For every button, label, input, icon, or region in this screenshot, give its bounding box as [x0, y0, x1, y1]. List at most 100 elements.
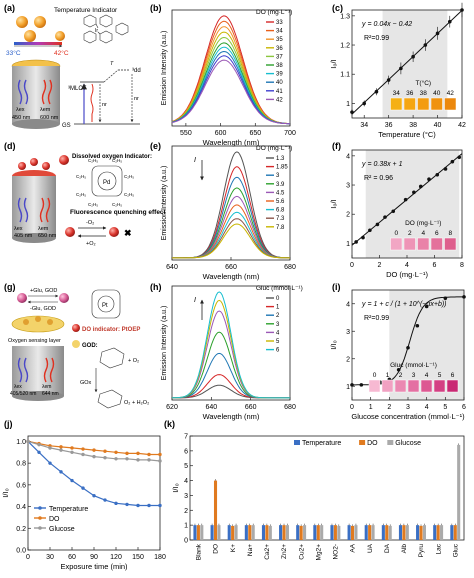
data-point: [103, 456, 107, 460]
inset-color-swatch: [381, 379, 394, 393]
inset-swatch-label: 42: [447, 90, 455, 97]
data-point: [26, 439, 30, 444]
emission-wave: [43, 357, 49, 383]
temp-low-label: 33°C: [6, 49, 21, 57]
data-point: [158, 452, 162, 457]
data-point: [350, 383, 354, 387]
legend-entry: 6: [276, 348, 280, 354]
data-point: [147, 503, 151, 508]
panel-label-i: (i): [332, 282, 341, 292]
x-tick-label: 40: [434, 122, 442, 129]
bar: [330, 525, 334, 540]
y-axis-label: I/I₀: [171, 483, 180, 492]
x-tick-label: 4: [425, 404, 429, 411]
data-point: [354, 240, 358, 244]
legend-marker: [38, 516, 42, 520]
y-tick-label: 2: [346, 212, 350, 219]
data-point: [447, 19, 452, 24]
lambda-em-label: λem: [38, 226, 49, 232]
inset-color-swatch: [446, 379, 459, 393]
bar: [299, 525, 303, 540]
data-point: [48, 461, 52, 465]
fit-equation: y = 0.38x + 1: [361, 161, 403, 168]
ethyl-group-label: C₂H₅: [76, 192, 86, 197]
category-label: NO2-: [333, 544, 340, 560]
y-tick-label: 1: [184, 523, 188, 530]
bar: [402, 525, 406, 540]
data-point: [450, 159, 455, 164]
inset-color-swatch: [403, 97, 416, 111]
lambda-ex-label: λex: [14, 226, 23, 232]
ir-atom-label: Ir: [95, 28, 98, 34]
plus-oxygen-label: +O₂: [86, 241, 96, 247]
data-point: [48, 446, 52, 450]
data-point: [147, 458, 151, 462]
category-label: Ca2+: [264, 544, 271, 560]
lambda-em-value: 650 nm: [38, 233, 57, 239]
data-point: [81, 486, 85, 490]
lambda-ex-value: 405/520 nm: [10, 391, 36, 397]
x-tick-label: 2: [378, 262, 382, 269]
bar: [313, 525, 317, 540]
data-point: [81, 452, 85, 457]
temperature-indicator-label: Temperature Indicator: [54, 7, 118, 14]
bar: [453, 525, 457, 540]
inset-swatch-label: 6: [435, 230, 439, 237]
category-label: Alb: [401, 544, 408, 554]
bar: [405, 525, 409, 540]
inset-swatch-label: 4: [425, 372, 429, 379]
data-point: [359, 383, 364, 387]
fit-line: [351, 10, 463, 115]
category-label: Lac: [435, 543, 442, 554]
category-label: Mg2+: [315, 544, 322, 561]
legend-entry: 38: [276, 63, 283, 69]
legend-swatch: [359, 440, 366, 445]
x-tick-label: 3: [406, 404, 410, 411]
x-tick-label: 8: [460, 262, 464, 269]
data-point: [368, 228, 372, 233]
chart-c-temperature-calibration: (c) 34 36 38 40 42 1 1.1 1.2 1.3 Temperature (°C) I…: [329, 2, 466, 139]
x-tick-label: 0: [26, 554, 30, 561]
panel-label-c: (c): [332, 3, 343, 13]
excitation-wave: [17, 79, 23, 105]
red-particle: [42, 162, 50, 170]
data-point: [396, 367, 401, 372]
y-tick-label: 6: [184, 448, 188, 455]
inset-color-swatch: [403, 237, 416, 251]
inset-color-swatch: [444, 97, 457, 111]
lambda-ex-value: 405 nm: [14, 233, 33, 239]
data-point: [125, 502, 129, 507]
inset-swatch-label: 38: [420, 90, 428, 97]
x-tick-label: 700: [284, 130, 296, 137]
x-tick-label: 650: [249, 130, 261, 137]
data-point: [70, 478, 74, 483]
data-point: [435, 31, 440, 36]
spectrum-line: [172, 218, 290, 259]
legend-marker: [38, 506, 42, 510]
quenching-label: Fluorescence quenching effect: [70, 209, 167, 216]
plot-frame: [171, 285, 291, 401]
oxygen-sensing-layer-label: Oxygen sensing layer: [8, 338, 61, 344]
trend-arrow-label: I: [194, 297, 196, 304]
y-axis-label: Emission Intensity (a.u.): [161, 31, 168, 106]
category-label: Gluc: [452, 543, 459, 557]
bar: [316, 525, 320, 540]
x-tick-label: 6: [462, 404, 466, 411]
spectrum-line: [171, 59, 290, 125]
spectrum-line: [172, 352, 290, 399]
legend-entry: 4: [276, 330, 280, 336]
sensor-cylinder-base: [12, 391, 64, 401]
data-point: [406, 345, 410, 350]
y-tick-label: 1.2: [340, 43, 350, 50]
bar: [213, 480, 218, 540]
y-axis-label: I₀/I: [329, 59, 338, 68]
data-point: [114, 457, 118, 461]
x-tick-label: 4: [405, 262, 409, 269]
data-point: [391, 209, 396, 214]
bar: [303, 525, 307, 540]
category-label: K+: [230, 544, 237, 552]
data-point: [136, 458, 140, 462]
ethyl-group-label: C₂H₅: [88, 158, 98, 163]
